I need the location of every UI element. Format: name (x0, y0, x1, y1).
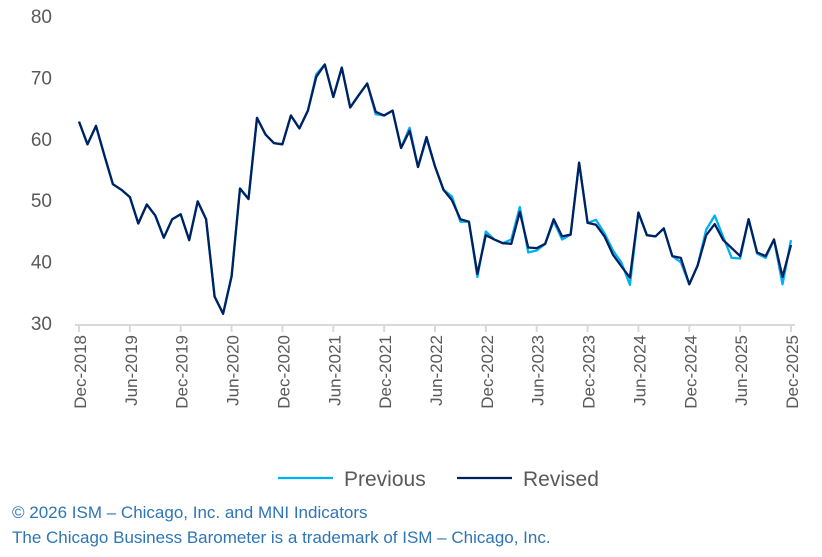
series-line-previous (77, 63, 793, 315)
y-tick-label: 30 (31, 314, 52, 335)
x-tick-label: Jun-2019 (122, 335, 141, 406)
y-tick-label: 80 (31, 7, 52, 28)
legend-label-revised: Revised (523, 468, 599, 491)
x-tick-label: Dec-2022 (478, 335, 497, 409)
y-tick-label: 50 (31, 191, 52, 212)
x-tick-label: Jun-2025 (732, 335, 751, 406)
x-tick-label: Jun-2022 (427, 335, 446, 406)
x-tick-label: Dec-2019 (173, 335, 192, 409)
y-tick-label: 60 (31, 130, 52, 151)
trademark-text: The Chicago Business Barometer is a trad… (12, 528, 551, 547)
series-line-revised (77, 63, 793, 315)
x-tick-label: Dec-2018 (71, 335, 90, 409)
y-tick-label: 70 (31, 68, 52, 89)
x-tick-label: Dec-2021 (376, 335, 395, 409)
x-tick-label: Dec-2020 (274, 335, 293, 409)
line-chart: 30 40 50 60 70 80 Dec-2018 Jun-2019 Dec-2019 Jun-… (31, 7, 802, 491)
x-tick-label: Jun-2020 (224, 335, 243, 406)
x-tick-label: Jun-2021 (325, 335, 344, 406)
x-tick-label: Jun-2023 (529, 335, 548, 406)
x-tick-label: Dec-2024 (681, 335, 700, 409)
y-tick-label: 40 (31, 253, 52, 274)
x-tick-label: Jun-2024 (630, 335, 649, 406)
x-tick-label: Dec-2023 (580, 335, 599, 409)
copyright-text: © 2026 ISM – Chicago, Inc. and MNI Indic… (12, 503, 368, 522)
legend-label-previous: Previous (344, 468, 426, 491)
x-tick-label: Dec-2025 (783, 335, 802, 409)
